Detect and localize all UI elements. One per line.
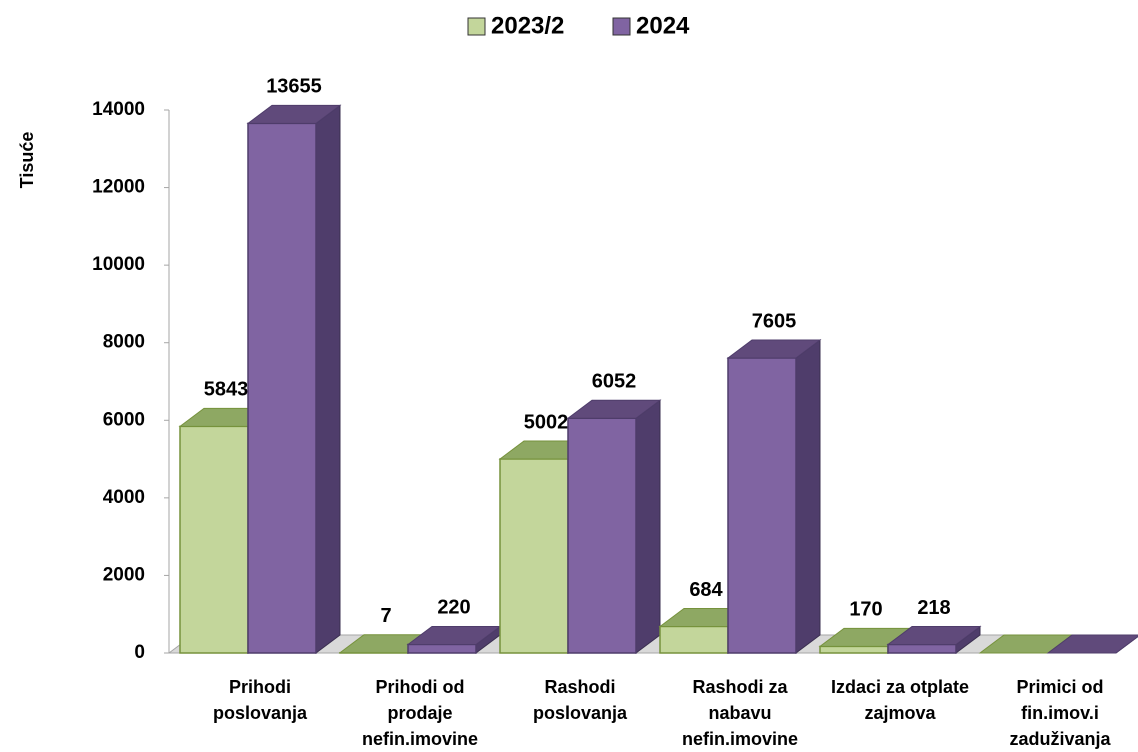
bar-top [886, 626, 982, 646]
bar [819, 645, 889, 654]
bar [887, 643, 957, 654]
data-label: 170 [849, 599, 882, 621]
bar [247, 122, 317, 654]
bar-top [246, 104, 342, 124]
x-tick-label: Izdaci za otplate zajmova [830, 677, 970, 723]
legend-label: 2024 [636, 12, 690, 39]
legend-label: 2023/2 [491, 12, 564, 39]
y-tick-label: 0 [134, 642, 145, 663]
y-tick-label: 12000 [92, 177, 145, 198]
data-label: 5843 [204, 379, 249, 401]
legend-swatch [612, 17, 631, 36]
bar [727, 357, 797, 654]
bar [567, 417, 637, 654]
y-axis-label: Tisuće [17, 132, 37, 189]
data-label: 218 [917, 597, 950, 619]
x-tick-label: Rashodi poslovanja [532, 677, 628, 723]
bar-top [726, 339, 822, 359]
y-tick-label: 6000 [103, 409, 145, 430]
bar-side [315, 104, 341, 654]
bar-side [795, 339, 821, 654]
y-tick-label: 2000 [103, 564, 145, 585]
x-tick-label: Prihodi od prodaje nefin.imovine [361, 677, 478, 749]
bar [659, 625, 729, 654]
bar-top [1046, 634, 1138, 654]
x-tick-label: Primici od fin.imov.i zaduživanja [1009, 677, 1111, 749]
y-tick-label: 4000 [103, 487, 145, 508]
data-label: 5002 [524, 411, 569, 433]
y-tick-label: 10000 [92, 254, 145, 275]
y-tick-label: 14000 [92, 99, 145, 120]
bar-top [566, 399, 662, 419]
data-label: 220 [437, 597, 470, 619]
data-label: 7 [380, 605, 391, 627]
data-label: 684 [689, 579, 723, 601]
y-tick-label: 8000 [103, 332, 145, 353]
data-label: 7605 [752, 310, 797, 332]
bar [407, 643, 477, 654]
data-label: 13655 [266, 76, 322, 98]
x-tick-label: Rashodi za nabavu nefin.imovine [681, 677, 798, 749]
bar [179, 425, 249, 654]
bar [499, 458, 569, 654]
legend-swatch [467, 17, 486, 36]
bar-side [635, 399, 661, 654]
data-label: 6052 [592, 371, 637, 393]
x-tick-label: Prihodi poslovanja [212, 677, 308, 723]
